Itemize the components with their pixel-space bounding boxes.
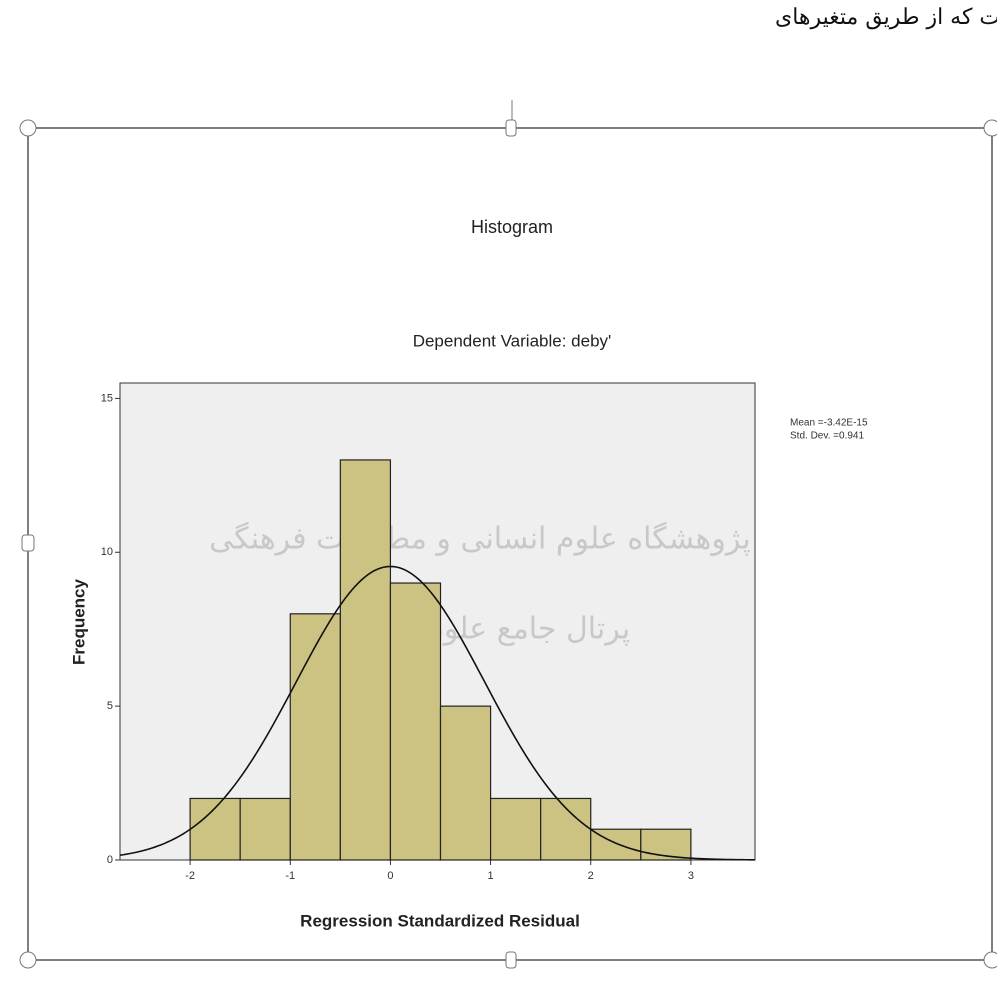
x-tick-label: 3 (688, 870, 694, 882)
chart: ـر وابسته است که از طریق متغیرهای Histog… (0, 0, 997, 992)
document-text: ـر وابسته است که از طریق متغیرهای (775, 5, 997, 30)
bar (340, 460, 390, 860)
x-tick-label: 1 (488, 870, 494, 882)
y-tick-label: 5 (107, 700, 113, 712)
chart-subtitle: Dependent Variable: deby' (413, 331, 612, 350)
bar (441, 706, 491, 860)
y-axis-label: Frequency (69, 578, 88, 665)
y-tick-label: 0 (107, 854, 113, 866)
y-tick-label: 15 (101, 392, 113, 404)
bar (290, 614, 340, 860)
x-tick-label: -1 (285, 870, 295, 882)
bar (240, 798, 290, 860)
x-tick-label: -2 (185, 870, 195, 882)
y-tick-label: 10 (101, 546, 113, 558)
x-axis-label: Regression Standardized Residual (300, 911, 580, 930)
bar (390, 583, 440, 860)
chart-title: Histogram (471, 217, 553, 237)
x-tick-label: 2 (588, 870, 594, 882)
watermark: پژوهشگاه علوم انسانی و مطالعات فرهنگی (209, 522, 751, 557)
stat-std: Std. Dev. =0.941 (790, 431, 864, 442)
bar (491, 798, 541, 860)
x-tick-label: 0 (387, 870, 393, 882)
stat-mean: Mean =-3.42E-15 (790, 418, 868, 429)
page: {"document": {"text_line": "ـر وابسته اس… (0, 0, 997, 992)
